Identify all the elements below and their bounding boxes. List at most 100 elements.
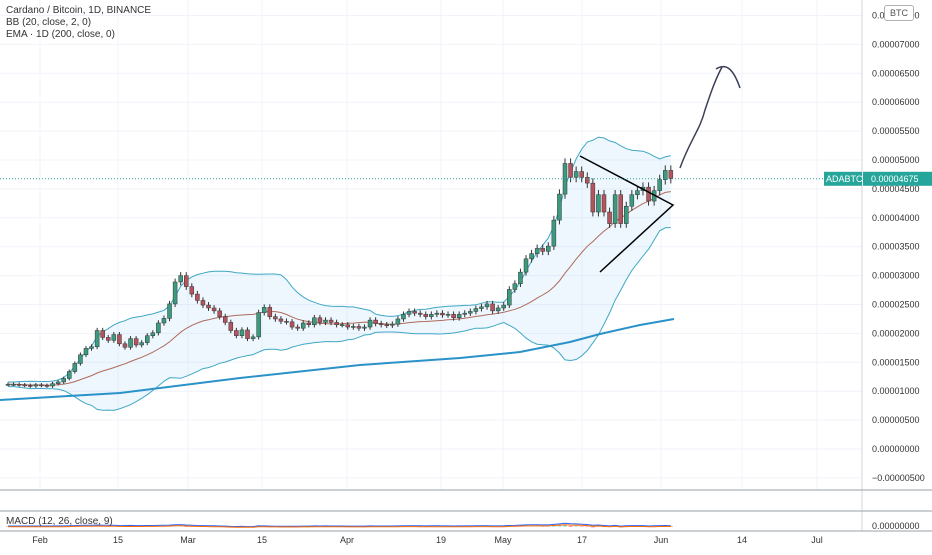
candle-body[interactable] <box>156 322 161 334</box>
candle-body[interactable] <box>417 312 423 315</box>
candle-body[interactable] <box>39 384 44 387</box>
candle-body[interactable] <box>94 330 100 347</box>
candle-body[interactable] <box>573 171 579 178</box>
candle-body[interactable] <box>28 385 33 387</box>
candle-body[interactable] <box>306 322 312 325</box>
candle-body[interactable] <box>117 334 122 345</box>
candle-body[interactable] <box>261 307 267 313</box>
candle-body[interactable] <box>507 289 512 306</box>
candle-body[interactable] <box>518 271 523 284</box>
candle-body[interactable] <box>5 384 11 386</box>
candle-body[interactable] <box>434 312 440 315</box>
candle-body[interactable] <box>189 286 195 295</box>
candle-body[interactable] <box>607 211 612 224</box>
candle-body[interactable] <box>334 322 339 325</box>
candle-body[interactable] <box>440 312 445 316</box>
candle-body[interactable] <box>429 314 434 317</box>
candle-body[interactable] <box>195 293 200 301</box>
candle-body[interactable] <box>406 311 412 315</box>
candle-body[interactable] <box>495 307 501 312</box>
candle-body[interactable] <box>612 194 618 224</box>
candle-body[interactable] <box>529 253 534 260</box>
candle-body[interactable] <box>100 330 105 338</box>
candle-body[interactable] <box>596 194 601 213</box>
candle-body[interactable] <box>646 186 651 202</box>
candle-body[interactable] <box>217 310 222 317</box>
candle-body[interactable] <box>44 385 50 387</box>
candle-body[interactable] <box>267 307 273 317</box>
currency-badge[interactable]: BTC <box>884 5 914 21</box>
candle-body[interactable] <box>423 314 428 317</box>
candle-body[interactable] <box>373 319 378 324</box>
candle-body[interactable] <box>206 304 211 309</box>
candle-body[interactable] <box>534 248 540 254</box>
candle-body[interactable] <box>601 194 607 213</box>
candle-body[interactable] <box>55 381 61 384</box>
candle-body[interactable] <box>312 317 317 325</box>
candle-body[interactable] <box>590 182 596 213</box>
candle-body[interactable] <box>122 343 128 348</box>
candle-body[interactable] <box>657 179 662 191</box>
candle-body[interactable] <box>618 194 623 224</box>
candle-body[interactable] <box>200 300 206 306</box>
candle-body[interactable] <box>317 317 323 323</box>
macd-indicator-label[interactable]: MACD (12, 26, close, 9) <box>6 516 113 527</box>
candle-body[interactable] <box>89 346 94 349</box>
candle-body[interactable] <box>278 318 284 322</box>
chart-title[interactable]: Cardano / Bitcoin, 1D, BINANCE <box>6 5 152 16</box>
candle-body[interactable] <box>395 318 401 325</box>
candle-body[interactable] <box>551 219 557 247</box>
candle-body[interactable] <box>161 318 167 324</box>
candle-body[interactable] <box>523 258 529 273</box>
candle-body[interactable] <box>289 321 295 328</box>
candle-body[interactable] <box>83 348 89 356</box>
candle-body[interactable] <box>362 326 367 329</box>
candle-body[interactable] <box>479 306 484 309</box>
candle-body[interactable] <box>451 314 456 319</box>
candle-body[interactable] <box>663 170 668 180</box>
candle-body[interactable] <box>540 248 545 252</box>
candle-body[interactable] <box>16 384 22 386</box>
candle-body[interactable] <box>256 312 261 338</box>
candle-body[interactable] <box>22 384 27 387</box>
candle-body[interactable] <box>72 363 78 372</box>
candle-body[interactable] <box>562 163 568 195</box>
candle-body[interactable] <box>585 177 590 184</box>
candle-body[interactable] <box>512 283 518 290</box>
candle-body[interactable] <box>490 303 495 312</box>
candle-body[interactable] <box>11 384 16 386</box>
candle-body[interactable] <box>78 354 83 364</box>
candle-body[interactable] <box>501 304 506 309</box>
candle-body[interactable] <box>284 321 289 323</box>
candle-body[interactable] <box>356 326 362 329</box>
candle-body[interactable] <box>245 329 250 339</box>
candle-body[interactable] <box>33 384 39 387</box>
candle-body[interactable] <box>390 323 395 326</box>
candle-body[interactable] <box>172 281 178 305</box>
candle-body[interactable] <box>345 324 351 328</box>
candle-body[interactable] <box>295 326 300 329</box>
candle-body[interactable] <box>300 322 306 329</box>
breakout-arrow[interactable] <box>679 66 723 169</box>
candle-body[interactable] <box>167 303 172 319</box>
candle-body[interactable] <box>546 245 551 252</box>
breakout-arrow-head[interactable] <box>715 65 741 89</box>
candle-body[interactable] <box>624 205 629 224</box>
candle-body[interactable] <box>635 190 640 195</box>
candle-body[interactable] <box>239 329 245 336</box>
drawings[interactable] <box>579 65 741 273</box>
candle-body[interactable] <box>273 316 278 320</box>
candle-body[interactable] <box>150 332 156 336</box>
candle-body[interactable] <box>351 326 356 328</box>
candle-body[interactable] <box>211 307 217 312</box>
candle-body[interactable] <box>178 275 183 283</box>
candle-body[interactable] <box>579 171 584 178</box>
candle-body[interactable] <box>401 314 406 320</box>
candle-body[interactable] <box>106 337 111 341</box>
candle-body[interactable] <box>328 319 334 323</box>
candle-body[interactable] <box>67 371 72 379</box>
candle-body[interactable] <box>629 194 635 207</box>
ema-indicator-label[interactable]: EMA · 1D (200, close, 0) <box>6 29 115 40</box>
candle-body[interactable] <box>339 324 345 326</box>
